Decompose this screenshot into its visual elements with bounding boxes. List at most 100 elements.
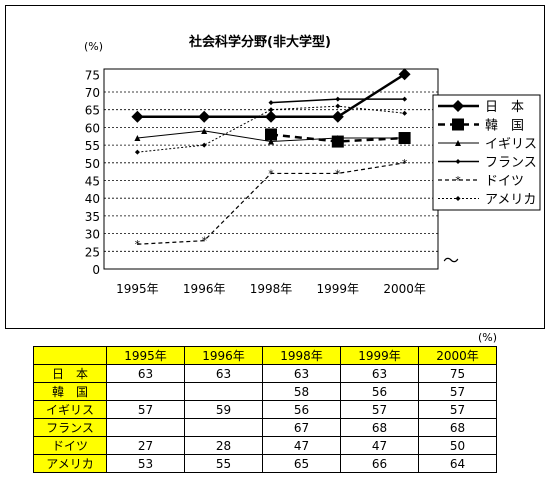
x-tick-label: 1996年 (183, 282, 226, 296)
data-point-3-3 (335, 96, 341, 102)
table-cell: 65 (262, 454, 341, 473)
series-line-1 (270, 133, 405, 143)
table-cell: 57 (418, 400, 497, 419)
data-point-1-2 (265, 128, 277, 141)
table-cell: 58 (262, 382, 341, 401)
y-tick-label: 25 (85, 245, 100, 259)
table-cell: 55 (184, 454, 263, 473)
legend-label-0: 日 本 (485, 100, 524, 115)
legend-label-5: アメリカ (485, 193, 536, 208)
y-tick-label: 45 (85, 175, 100, 189)
legend-label-4: ドイツ (485, 174, 524, 189)
data-point-4-1: * (201, 235, 207, 248)
table-cell (106, 382, 185, 401)
table-cell: 63 (340, 364, 419, 383)
data-point-2-2 (268, 138, 274, 145)
legend-marker-1 (452, 118, 464, 131)
data-point-5-0 (134, 149, 140, 155)
data-point-5-4 (402, 110, 408, 116)
table-header-1999: 1999年 (340, 346, 419, 365)
table-cell: 67 (262, 418, 341, 437)
table-row: 日 本 63 63 63 63 75 (33, 364, 497, 383)
data-point-3-4 (402, 96, 408, 102)
y-tick-label: 65 (85, 104, 100, 118)
table-cell: 56 (340, 382, 419, 401)
data-table: 1995年 1996年 1998年 1999年 2000年 日 本 63 63 … (33, 346, 497, 473)
table-cell: 63 (262, 364, 341, 383)
data-point-0-1 (198, 110, 211, 123)
row-label-france: フランス (33, 418, 107, 437)
legend-label-3: フランス (485, 156, 537, 171)
line-chart: 社会科学分野(非大学型) (%) 0 25 30 35 40 45 50 55 60 65 70 75 19… (84, 34, 541, 296)
y-tick-label: 40 (85, 192, 100, 206)
table-cell: 68 (340, 418, 419, 437)
row-label-uk: イギリス (33, 400, 107, 419)
row-label-germany: ドイツ (33, 436, 107, 455)
table-header-1996: 1996年 (184, 346, 263, 365)
table-cell: 57 (340, 400, 419, 419)
legend-box (432, 94, 541, 211)
data-point-0-2 (265, 110, 277, 123)
x-tick-label: 1995年 (116, 282, 159, 296)
table-header-row: 1995年 1996年 1998年 1999年 2000年 (33, 346, 497, 365)
legend-marker-3 (455, 159, 461, 164)
data-point-2-3 (334, 135, 341, 142)
data-point-0-4 (398, 68, 411, 81)
table-cell: 47 (262, 436, 341, 455)
data-point-4-0: * (135, 238, 141, 251)
table-cell: 63 (184, 364, 263, 383)
table-header-1998: 1998年 (262, 346, 341, 365)
table-cell (184, 418, 263, 437)
y-tick-label: 70 (85, 86, 100, 100)
data-point-2-1 (201, 127, 208, 134)
table-cell: 57 (418, 382, 497, 401)
row-label-korea: 韓 国 (33, 382, 107, 401)
data-point-4-2: * (268, 167, 274, 180)
table-row: アメリカ 53 55 65 66 64 (33, 454, 497, 473)
table-cell (106, 418, 185, 437)
legend-marker-5 (455, 196, 461, 201)
y-tick-label: 30 (85, 228, 100, 242)
data-point-0-3 (331, 110, 344, 123)
data-point-4-3: * (335, 167, 341, 180)
table-row: イギリス 57 59 56 57 57 (33, 400, 497, 419)
data-point-5-1 (201, 142, 207, 148)
y-axis-unit: (%) (84, 40, 103, 53)
table-cell: 59 (184, 400, 263, 419)
table-cell: 53 (106, 454, 185, 473)
y-tick-label: 50 (85, 157, 100, 171)
data-point-3-2 (268, 100, 274, 106)
table-cell: 27 (106, 436, 185, 455)
series-line-4 (137, 162, 405, 245)
table-row: 韓 国 58 56 57 (33, 382, 497, 401)
legend-marker-0 (452, 100, 464, 112)
x-tick-label: 2000年 (383, 282, 426, 296)
table-unit: (%) (478, 331, 498, 344)
data-point-2-4 (401, 135, 408, 142)
table-cell: 75 (418, 364, 497, 383)
x-tick-label: 1998年 (250, 282, 293, 296)
table-cell: 50 (418, 436, 497, 455)
table-cell (184, 382, 263, 401)
table-cell: 64 (418, 454, 497, 473)
x-tick-label: 1999年 (317, 282, 360, 296)
table-cell: 28 (184, 436, 263, 455)
y-tick-label: 35 (85, 210, 100, 224)
table-cell: 63 (106, 364, 185, 383)
table-header-2000: 2000年 (418, 346, 497, 365)
data-point-2-0 (134, 135, 141, 142)
table-cell: 57 (106, 400, 185, 419)
legend-marker-4: * (455, 174, 461, 187)
table-row: フランス 67 68 68 (33, 418, 497, 437)
legend-label-2: イギリス (485, 137, 537, 152)
data-point-5-3 (335, 103, 341, 109)
legend-label-1: 韓 国 (485, 119, 524, 134)
chart-title: 社会科学分野(非大学型) (188, 34, 331, 50)
y-tick-label: 55 (85, 139, 100, 153)
table-cell: 68 (418, 418, 497, 437)
axis-break-mark: 〜 (443, 251, 459, 270)
y-tick-label: 0 (92, 263, 100, 277)
legend-marker-2 (455, 140, 461, 146)
table-cell: 66 (340, 454, 419, 473)
data-point-5-2 (268, 107, 274, 113)
